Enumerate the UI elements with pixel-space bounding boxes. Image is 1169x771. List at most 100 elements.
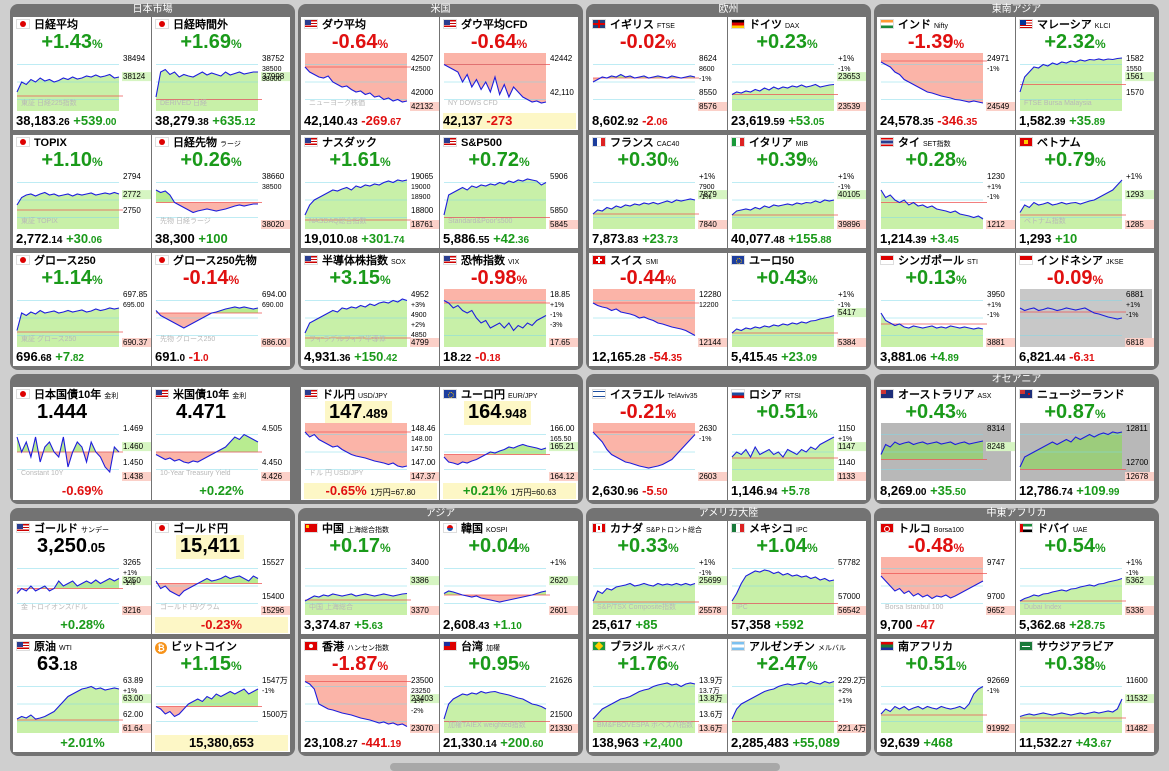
price-change: -269.67	[361, 113, 402, 128]
market-card-dow[interactable]: ダウ平均 -0.64% ニューヨーク株価 42507 42500 42000 42132 42…	[301, 17, 439, 130]
price-chart: ベトナム指数 +1% 1293 1285	[1019, 171, 1154, 229]
card-title: ゴールド サンデー	[16, 523, 109, 536]
market-card-dubai[interactable]: ドバイ UAE +0.54% Dubai Index +1% 5362 -1% 5336 5,3…	[1016, 521, 1154, 634]
market-card-smi[interactable]: スイス SMI -0.44% 12280 12200 12144 12,165.28 -54…	[589, 253, 727, 366]
market-card-jkse[interactable]: インドネシア JKSE -0.09% 6881 +1% -1% 6818 6,821.44 -…	[1016, 253, 1154, 366]
axis-tick-label: -1%	[1126, 570, 1138, 577]
price-value: 1,293	[1019, 231, 1052, 246]
market-card-taiex[interactable]: 台湾 加權 +0.95% 加權TAIEX weighted指数 21626 21500 21…	[440, 639, 578, 752]
axis-prev-high-label: 5417	[838, 308, 856, 317]
market-name: カナダ	[610, 523, 643, 535]
market-card-nikkei_ext[interactable]: 日経時間外 +1.69% DERIVED 日経 38752 37998 38500 3800…	[152, 17, 290, 130]
market-card-btc[interactable]: ₿ ビットコイン +1.15% 1547万 -1% 1500万 15,380,653	[152, 639, 290, 752]
market-card-mib[interactable]: イタリア MIB +0.39% +1% 40105 -1% 39896 40,077.48 +…	[728, 135, 866, 248]
axis-prev-high-label: 1293	[1126, 190, 1144, 199]
change-percent: -0.64%	[470, 31, 528, 53]
market-card-jse[interactable]: 南アフリカ +0.51% 92669 -1% 91992 92,639 +468	[877, 639, 1015, 752]
market-card-nikkei[interactable]: 日経平均 +1.43% 東証 日経225指数 38494 38124 38,183.26 …	[13, 17, 151, 130]
market-card-shanghai[interactable]: 中国 上海総合指数 +0.17% 中国 上海総合 3400 3386 3370 3,374.8…	[301, 521, 439, 634]
axis-tick-label: +2%	[838, 688, 852, 695]
price-line	[1019, 577, 1123, 602]
change-row: +0.22%	[155, 483, 288, 499]
flag-vn-icon	[1019, 137, 1033, 147]
market-subname: USD/JPY	[358, 393, 388, 400]
price-row: 38,279.38 +635.12	[155, 113, 288, 129]
axis-high-label: 1230	[987, 172, 1005, 181]
price-change: +23.09	[781, 349, 818, 364]
flag-za-icon	[880, 641, 894, 651]
market-card-sp500[interactable]: S&P500 +0.72% Standard&Poor's500 5906 5850 58…	[440, 135, 578, 248]
axis-tick-label: +2%	[411, 322, 425, 329]
market-card-ust10[interactable]: 米国債10年 金利 4.471 10-Year Treasury Yield 4.505…	[152, 387, 290, 500]
market-card-ta35[interactable]: イスラエル TelAviv35 -0.21% 2630 -1% 2603 2,630.96 …	[589, 387, 727, 500]
axis-tick-label: 38500	[262, 184, 282, 191]
market-card-merval[interactable]: アルゼンチン メルバル +2.47% 229.2万 +2% +1% 221.4万 2,285,…	[728, 639, 866, 752]
axis-tick-label: +1%	[987, 184, 1001, 191]
market-card-nifty[interactable]: インド Nifty -1.39% 24971 -1% 24549 24,578.35 -34…	[877, 17, 1015, 130]
market-card-topix[interactable]: TOPIX +1.10% 東証 TOPIX 2794 2772 2750 2,772.14 …	[13, 135, 151, 248]
axis-prev-high-label: 23403	[411, 694, 434, 703]
change-percent: +0.33%	[617, 535, 679, 557]
price-row: 4,931.36 +150.42	[304, 349, 437, 365]
market-card-tasi[interactable]: サウジアラビア +0.38% 11600 11532 11482 11,532.27 +4…	[1016, 639, 1154, 752]
card-title: 原油 WTI	[16, 641, 72, 654]
axis-tick-label: -1%	[699, 570, 711, 577]
price-chart: 12811 12700 12678	[1019, 423, 1154, 481]
market-card-sox[interactable]: 半導体株指数 SOX +3.15% フィラデルフィア半導体 4952 +3% 4900 +2%…	[301, 253, 439, 366]
market-card-borsa100[interactable]: トルコ Borsa100 -0.48% Borsa Istanbul 100 9747 9…	[877, 521, 1015, 634]
market-name: ダウ平均CFD	[461, 19, 528, 31]
change-percent: -1.87%	[331, 653, 389, 675]
market-card-growth250[interactable]: グロース250 +1.14% 東証 グロース250 697.85 695.00 690.3…	[13, 253, 151, 366]
market-card-wti[interactable]: 原油 WTI 63.18 63.89 63.00 +1% 62.00 61.64 +2.01%	[13, 639, 151, 752]
market-card-klci[interactable]: マレーシア KLCI +2.32% FTSE Bursa Malaysia 1582 15…	[1016, 17, 1154, 130]
card-title: イギリス FTSE	[592, 19, 675, 32]
market-card-cac40[interactable]: フランス CAC40 +0.30% +1% 7879 7900 -1% 7840 7,873.8…	[589, 135, 727, 248]
market-card-set[interactable]: タイ SET指数 +0.28% 1230 +1% -1% 1212 1,214.39 +3.4…	[877, 135, 1015, 248]
chart-watermark: ゴールド 円/グラム	[160, 602, 220, 611]
price-chart: 1547万 -1% 1500万	[155, 676, 288, 722]
market-card-vix[interactable]: 恐怖指数 VIX -0.98% 18.85 +1% -1% -3% 17.65 18.22 -0…	[440, 253, 578, 366]
flag-jp-icon	[155, 523, 169, 533]
market-card-bovespa[interactable]: ブラジル ボベスパ +1.76% BM&FBOVESPA ボベスパ指数 13.9万 13.…	[589, 639, 727, 752]
price-line	[592, 302, 696, 336]
market-card-growth250_fut[interactable]: グロース250先物 -0.14% 先物 グロース250 694.00 690.00 686…	[152, 253, 290, 366]
market-card-ftse[interactable]: イギリス FTSE -0.02% 8624 8600 -1% 8550 8576 8,602.9…	[589, 17, 727, 130]
market-card-nasdaq[interactable]: ナスダック +1.61% NASDAQ総合指数 19065 19000 18900 1880…	[301, 135, 439, 248]
market-card-hsi[interactable]: 香港 ハンセン指数 -1.87% 23500 23403 23250 -1% -2% 23070…	[301, 639, 439, 752]
market-card-rtsi[interactable]: ロシア RTSI +0.51% 1150 1147 +1% 1140 1133 1,146.94…	[728, 387, 866, 500]
card-title: ゴールド円	[155, 523, 231, 536]
change-percent: +0.79%	[1044, 149, 1106, 171]
market-card-dax[interactable]: ドイツ DAX +0.23% +1% 23653 -1% 23539 23,619.59 +5…	[728, 17, 866, 130]
market-card-usdjpy[interactable]: ドル円 USD/JPY 147.489 ドル 円 USD/JPY 148.46 148.0…	[301, 387, 439, 500]
market-card-nikkei_fut[interactable]: 日経先物 ラージ +0.26% 先物 日経ラージ 38660 38500 38020 38,3…	[152, 135, 290, 248]
market-card-eurjpy[interactable]: ユーロ円 EUR/JPY 164.948 166.00 165.21 165.50 164.…	[440, 387, 578, 500]
market-card-euro50[interactable]: ユーロ50 +0.43% +1% 5417 -1% 5384 5,415.45 +23.09	[728, 253, 866, 366]
market-card-ipc[interactable]: メキシコ IPC +1.04% IPC 57782 57000 56542 57,358 +5…	[728, 521, 866, 634]
market-name: インド	[898, 19, 931, 31]
horizontal-scrollbar[interactable]	[390, 763, 780, 771]
chart-watermark: NY DOWS CFD	[448, 100, 498, 107]
market-card-goldjpy[interactable]: ゴールド円 15,411 ゴールド 円/グラム 15527 15400 15296 -0.2…	[152, 521, 290, 634]
market-card-gold[interactable]: ゴールド サンデー 3,250.05 金 トロイオンス/ドル 3265 3250 +1% -1…	[13, 521, 151, 634]
price-value: 2,630.96	[592, 483, 639, 498]
axis-high-label: 1547万	[262, 676, 288, 685]
axis-high-label: 42507	[411, 54, 434, 63]
market-card-nzx[interactable]: ニュージーランド +0.87% 12811 12700 12678 12,786.74 +…	[1016, 387, 1154, 500]
price-change: +42.36	[493, 231, 530, 246]
market-card-sti[interactable]: シンガポール STI +0.13% 3950 +1% -1% 3881 3,881.06 +4…	[877, 253, 1015, 366]
market-card-asx[interactable]: オーストラリア ASX +0.43% ASX 200 8314 8248 8,269.00 …	[877, 387, 1015, 500]
market-card-tsx[interactable]: カナダ S&Pトロント総合 +0.33% S&P/TSX Composite指数 +1%…	[589, 521, 727, 634]
market-subname: Borsa100	[933, 527, 964, 534]
market-card-jgb10[interactable]: 日本国債10年 金利 1.444 Constant 10Y 1.469 1.460 1.45…	[13, 387, 151, 500]
price-line	[155, 688, 259, 718]
price-chart: 東証 TOPIX 2794 2772 2750	[16, 171, 151, 229]
market-card-kospi[interactable]: 韓国 KOSPI +0.04% +1% 2620 2601 2,608.43 +1.10	[440, 521, 578, 634]
price-line	[16, 685, 120, 720]
market-card-vietnam[interactable]: ベトナム +0.79% ベトナム指数 +1% 1293 1285 1,293 +10	[1016, 135, 1154, 248]
flag-sg-icon	[880, 255, 894, 265]
market-card-dow_cfd[interactable]: ダウ平均CFD -0.64% NY DOWS CFD 42442 42,110 42,13…	[440, 17, 578, 130]
change-percent: -0.09%	[1046, 267, 1104, 289]
axis-high-label: 19065	[411, 172, 434, 181]
